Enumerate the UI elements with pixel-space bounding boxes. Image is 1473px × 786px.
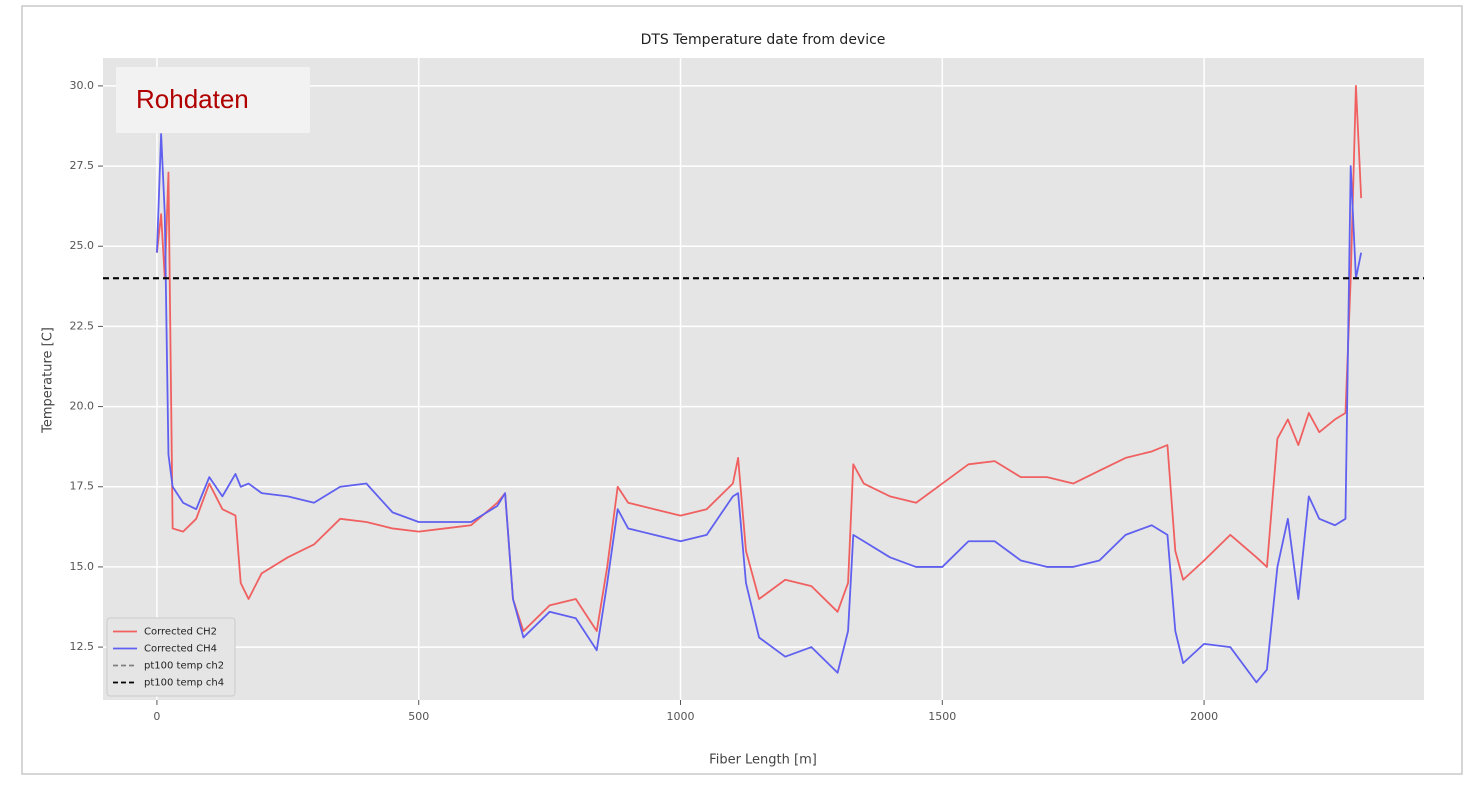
- y-tick-label: 22.5: [70, 319, 95, 332]
- plot-area: [103, 58, 1424, 700]
- y-tick-label: 25.0: [70, 239, 95, 252]
- x-tick-label: 0: [153, 710, 160, 723]
- data: [103, 85, 1424, 684]
- legend-label: pt100 temp ch4: [144, 678, 224, 689]
- x-tick-label: 2000: [1190, 710, 1218, 723]
- data-line: [156, 133, 1363, 684]
- y-tick-label: 20.0: [70, 400, 95, 413]
- x-tick-label: 1000: [667, 710, 695, 723]
- y-tick-label: 12.5: [70, 640, 95, 653]
- legend: Corrected CH2 Corrected CH4 pt100 temp ch2…: [106, 617, 236, 697]
- y-tick-label: 30.0: [70, 79, 95, 92]
- y-axis-label: Temperature [C]: [41, 327, 56, 434]
- legend-label: Corrected CH2: [144, 627, 217, 638]
- legend-box: [106, 617, 236, 697]
- annotation-box: [116, 67, 310, 133]
- data-line: [156, 85, 1363, 632]
- y-tick-label: 15.0: [70, 560, 95, 573]
- x-tick-label: 500: [408, 710, 429, 723]
- y-tick-label: 17.5: [70, 480, 95, 493]
- x-axis-label: Fiber Length [m]: [709, 753, 817, 768]
- grid: [103, 58, 1424, 700]
- chart-title: DTS Temperature date from device: [641, 32, 886, 48]
- legend-label: pt100 temp ch2: [144, 661, 224, 672]
- x-tick-label: 1500: [928, 710, 956, 723]
- y-tick-label: 27.5: [70, 159, 95, 172]
- legend-label: Corrected CH4: [144, 644, 217, 655]
- annotation: Rohdaten: [136, 84, 249, 114]
